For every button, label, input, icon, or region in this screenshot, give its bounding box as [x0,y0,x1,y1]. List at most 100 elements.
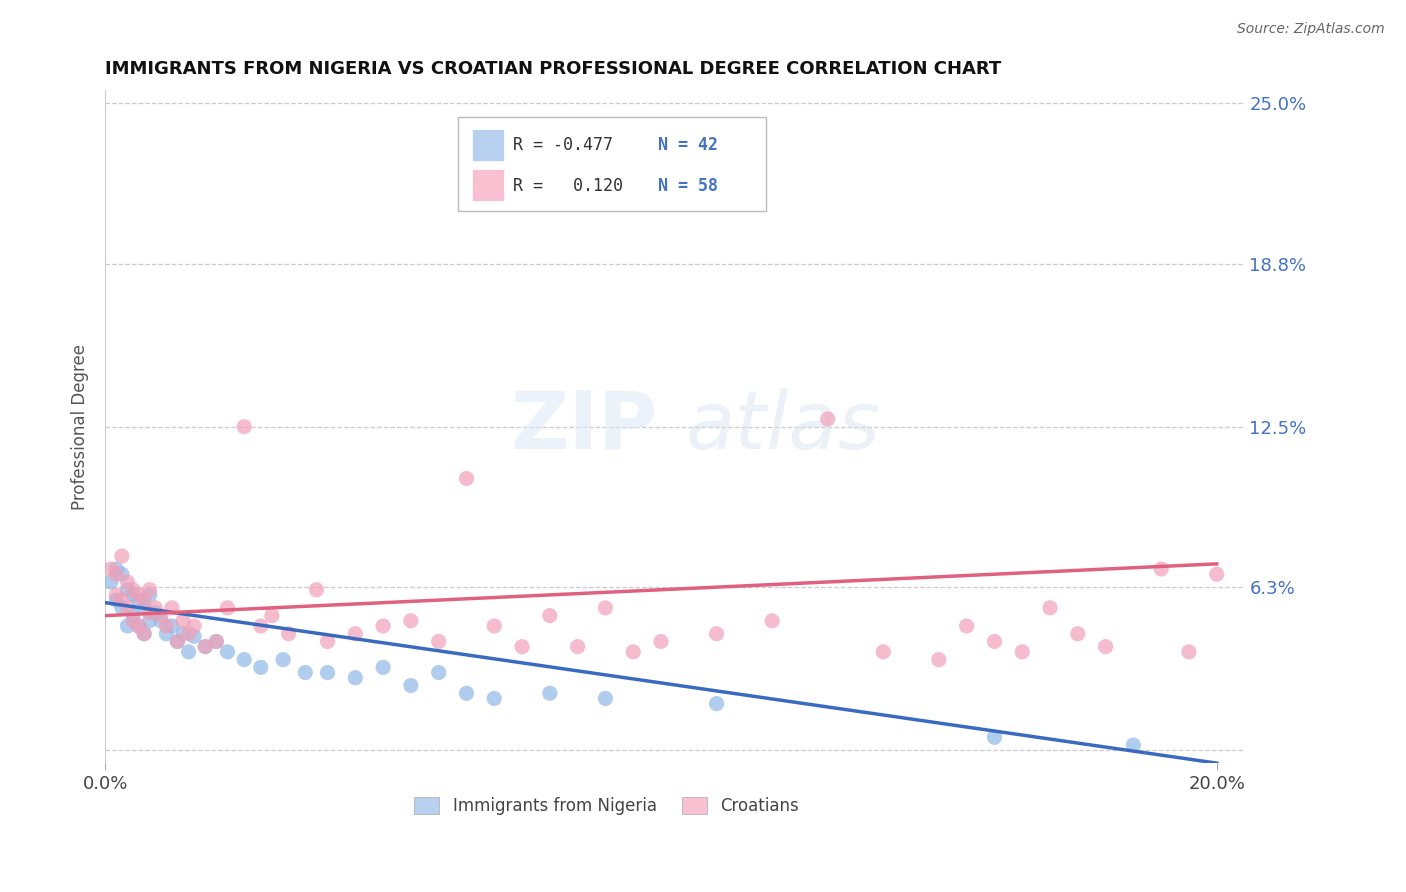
Point [143,600,166,615]
Point [160,600,183,615]
Point [117,619,139,633]
Point [100,562,122,576]
Point [134,626,156,640]
Point [817,412,839,426]
Point [194,640,217,654]
Text: N = 42: N = 42 [658,136,718,154]
Point [111,593,134,607]
Point [111,600,134,615]
Point [316,665,339,680]
Point [761,614,783,628]
Point [134,600,156,615]
Point [595,600,617,615]
Point [155,626,177,640]
Point [217,600,239,615]
Point [956,619,979,633]
Point [595,691,617,706]
Point [128,588,150,602]
Point [205,634,228,648]
Point [456,686,478,700]
Point [344,626,367,640]
Point [344,671,367,685]
Point [983,731,1005,745]
Point [122,614,145,628]
Point [399,678,422,692]
Point [983,634,1005,648]
Point [706,626,728,640]
Point [166,634,188,648]
Point [233,652,256,666]
Point [1205,567,1227,582]
Text: N = 58: N = 58 [658,177,718,194]
Point [177,645,200,659]
Point [399,614,422,628]
Point [650,634,672,648]
FancyBboxPatch shape [472,169,503,202]
Point [427,665,450,680]
Point [117,574,139,589]
Point [250,660,273,674]
Point [250,619,273,633]
Point [105,588,128,602]
Text: R = -0.477: R = -0.477 [513,136,613,154]
Point [172,614,194,628]
Text: IMMIGRANTS FROM NIGERIA VS CROATIAN PROFESSIONAL DEGREE CORRELATION CHART: IMMIGRANTS FROM NIGERIA VS CROATIAN PROF… [105,60,1001,78]
Point [1122,738,1144,752]
Point [484,691,506,706]
Text: ZIP: ZIP [510,388,658,466]
Point [122,582,145,597]
Point [271,652,294,666]
Point [138,582,160,597]
Point [538,608,561,623]
Point [872,645,894,659]
Point [1067,626,1090,640]
Point [128,593,150,607]
Point [138,614,160,628]
Point [111,567,134,582]
Point [105,567,128,582]
Point [160,619,183,633]
Point [172,626,194,640]
Point [305,582,328,597]
Point [134,626,156,640]
Point [1178,645,1201,659]
Point [134,593,156,607]
Point [194,640,217,654]
Point [105,562,128,576]
Point [143,606,166,620]
Point [183,629,205,643]
Point [100,574,122,589]
Point [138,606,160,620]
Point [233,419,256,434]
Point [105,593,128,607]
Point [928,652,950,666]
Point [111,549,134,563]
Point [117,582,139,597]
Point [538,686,561,700]
Point [621,645,644,659]
Point [567,640,589,654]
Point [1011,645,1033,659]
Point [371,619,394,633]
Point [316,634,339,648]
Point [122,588,145,602]
Point [183,619,205,633]
FancyBboxPatch shape [472,128,503,161]
Y-axis label: Professional Degree: Professional Degree [72,343,89,509]
Point [294,665,316,680]
Point [177,626,200,640]
Point [149,614,172,628]
Point [128,619,150,633]
Point [456,471,478,485]
Point [510,640,533,654]
Legend: Immigrants from Nigeria, Croatians: Immigrants from Nigeria, Croatians [408,790,806,822]
Point [277,626,299,640]
Point [427,634,450,648]
Point [149,608,172,623]
Point [205,634,228,648]
Point [484,619,506,633]
Point [1039,600,1062,615]
Text: R =   0.120: R = 0.120 [513,177,623,194]
Text: atlas: atlas [686,388,880,466]
Point [1094,640,1116,654]
